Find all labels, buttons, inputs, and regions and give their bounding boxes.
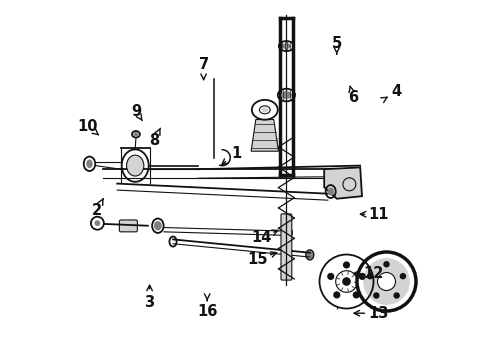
Ellipse shape xyxy=(306,250,314,260)
Text: 12: 12 xyxy=(364,266,384,281)
Circle shape xyxy=(343,278,350,285)
Ellipse shape xyxy=(262,107,268,112)
Circle shape xyxy=(374,293,379,298)
Text: 1: 1 xyxy=(231,145,241,161)
Text: 8: 8 xyxy=(149,133,159,148)
Circle shape xyxy=(353,292,359,298)
Ellipse shape xyxy=(282,44,291,49)
Text: 11: 11 xyxy=(368,207,389,222)
Text: 16: 16 xyxy=(197,304,218,319)
Circle shape xyxy=(377,273,395,291)
Text: 10: 10 xyxy=(77,118,98,134)
Ellipse shape xyxy=(328,188,333,195)
Ellipse shape xyxy=(155,222,161,230)
Text: 3: 3 xyxy=(145,295,155,310)
Text: 5: 5 xyxy=(332,36,342,51)
Circle shape xyxy=(400,274,405,279)
Circle shape xyxy=(359,274,365,279)
Text: 7: 7 xyxy=(198,57,209,72)
Polygon shape xyxy=(251,120,278,151)
Ellipse shape xyxy=(284,227,292,238)
Ellipse shape xyxy=(126,155,144,176)
Circle shape xyxy=(95,221,99,225)
Text: 9: 9 xyxy=(131,104,141,119)
Ellipse shape xyxy=(87,160,92,167)
Text: 4: 4 xyxy=(391,84,401,99)
Text: 6: 6 xyxy=(348,90,358,105)
Circle shape xyxy=(328,274,334,279)
Ellipse shape xyxy=(134,133,138,136)
Circle shape xyxy=(363,258,410,305)
Circle shape xyxy=(394,293,399,298)
Text: 15: 15 xyxy=(247,252,268,267)
Circle shape xyxy=(368,274,372,279)
Polygon shape xyxy=(324,167,362,199)
FancyBboxPatch shape xyxy=(281,214,292,280)
Text: 2: 2 xyxy=(92,203,102,218)
Circle shape xyxy=(384,262,389,267)
Circle shape xyxy=(325,260,368,303)
Text: 13: 13 xyxy=(368,306,389,321)
Circle shape xyxy=(343,262,349,268)
Circle shape xyxy=(334,292,340,298)
Ellipse shape xyxy=(281,91,292,99)
Text: 14: 14 xyxy=(251,230,271,245)
FancyBboxPatch shape xyxy=(120,220,137,232)
